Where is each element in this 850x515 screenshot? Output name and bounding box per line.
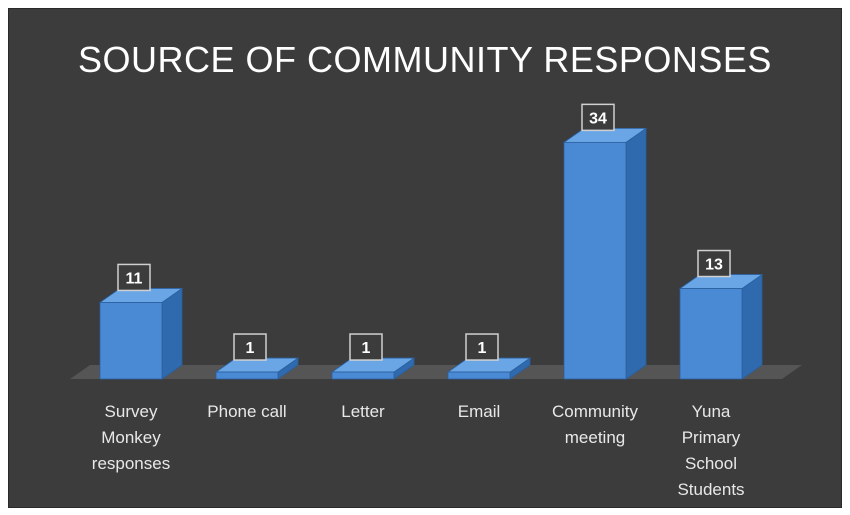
bar-email: [446, 357, 532, 380]
x-tick-label-line: Students: [677, 480, 745, 499]
data-label-box: [233, 333, 267, 361]
x-tick-label-line: School: [685, 454, 737, 473]
bar-front: [215, 371, 279, 380]
x-tick-label-line: Phone call: [207, 402, 287, 421]
bar-front: [679, 288, 743, 380]
data-label-box: [117, 263, 151, 292]
bar-front: [99, 302, 163, 380]
bar-side: [625, 127, 647, 380]
data-label-box: [465, 333, 499, 361]
bar-letter: [330, 357, 416, 380]
data-label: 1: [246, 340, 255, 357]
data-label: 34: [589, 110, 607, 127]
data-label-box: [581, 103, 615, 132]
x-tick-label-line: Yuna: [691, 402, 731, 421]
x-tick-label-line: Email: [457, 402, 501, 421]
x-tick-label: Community meeting: [540, 399, 650, 451]
bar-yuna-primary-school-students: [678, 273, 764, 380]
x-tick-label: Email: [424, 399, 534, 425]
x-tick-label-line: Community: [552, 402, 638, 421]
bar-community-meeting: [562, 127, 648, 380]
x-tick-label: Letter: [308, 399, 418, 425]
bar-phone-call: [214, 357, 300, 380]
x-tick-label: Phone call: [192, 399, 302, 425]
bar-survey-monkey-responses: [98, 287, 184, 380]
x-tick-label-line: Survey: [104, 402, 158, 421]
data-label-box: [697, 249, 731, 278]
bar-side: [161, 287, 183, 380]
bar-side: [741, 273, 763, 380]
x-tick-label-line: Monkey: [101, 428, 161, 447]
data-label: 13: [705, 257, 723, 274]
data-label: 1: [362, 340, 371, 357]
data-label-box: [349, 333, 383, 361]
chart-title: SOURCE OF COMMUNITY RESPONSES: [78, 39, 772, 80]
bar-front: [447, 371, 511, 380]
chart-frame: SOURCE OF COMMUNITY RESPONSES 11 1 1 1 34 13 …: [8, 8, 842, 508]
bar-front: [331, 371, 395, 380]
x-tick-label: Survey Monkey responses: [76, 399, 186, 477]
x-tick-label: Yuna Primary School Students: [656, 399, 766, 503]
bar-front: [563, 141, 627, 380]
x-tick-label-line: responses: [91, 454, 171, 473]
x-tick-label-line: Letter: [341, 402, 385, 421]
data-label: 11: [126, 270, 143, 287]
x-tick-label-line: meeting: [564, 428, 626, 447]
x-tick-label-line: Primary: [681, 428, 741, 447]
data-label: 1: [478, 340, 487, 357]
